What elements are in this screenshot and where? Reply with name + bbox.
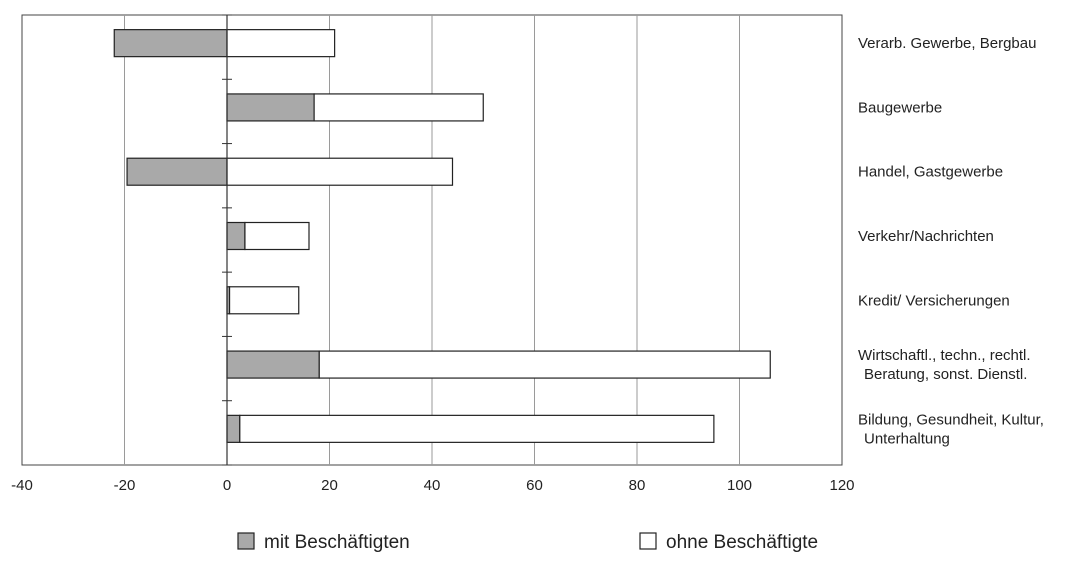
grid — [21, 14, 843, 466]
category-label: Bildung, Gesundheit, Kultur, Unterhaltung — [858, 411, 1044, 447]
bar-ohne-beschaeftigte — [226, 29, 336, 58]
bar-mit-beschaeftigten — [226, 414, 241, 443]
bar-mit-beschaeftigten — [226, 350, 320, 379]
x-tick-label: -20 — [114, 477, 136, 494]
category-labels: Verarb. Gewerbe, Bergbau Baugewerbe Handel… — [858, 35, 1044, 447]
category-label: Handel, Gastgewerbe — [858, 164, 1003, 181]
category-label-line: Bildung, Gesundheit, Kultur, — [858, 411, 1044, 428]
category-label-line: Wirtschaftl., techn., rechtl. — [858, 347, 1031, 364]
x-tick-label: 40 — [424, 477, 441, 494]
category-label-line: Beratung, sonst. Dienstl. — [864, 366, 1027, 383]
legend: mit Beschäftigten ohne Beschäftigte — [237, 532, 818, 553]
x-tick-label: 100 — [727, 477, 752, 494]
legend-swatch — [639, 532, 657, 550]
bar-ohne-beschaeftigte — [239, 414, 715, 443]
category-label-line: Handel, Gastgewerbe — [858, 164, 1003, 181]
bar-ohne-beschaeftigte — [244, 221, 310, 251]
legend-label: ohne Beschäftigte — [666, 532, 818, 553]
legend-label: mit Beschäftigten — [264, 532, 410, 553]
x-tick-label: -40 — [11, 477, 33, 494]
bar-mit-beschaeftigten — [113, 29, 228, 58]
x-tick-label: 60 — [526, 477, 543, 494]
category-label: Verarb. Gewerbe, Bergbau — [858, 35, 1036, 52]
bar-ohne-beschaeftigte — [313, 93, 484, 122]
category-label-line: Kredit/ Versicherungen — [858, 292, 1010, 309]
category-label: Baugewerbe — [858, 99, 942, 116]
bar-mit-beschaeftigten — [126, 157, 228, 186]
category-label-line: Verarb. Gewerbe, Bergbau — [858, 35, 1036, 52]
bar-ohne-beschaeftigte — [226, 157, 454, 186]
category-label-line: Unterhaltung — [864, 430, 950, 447]
category-label: Kredit/ Versicherungen — [858, 292, 1010, 309]
legend-swatch — [237, 532, 255, 550]
category-label: Verkehr/Nachrichten — [858, 228, 994, 245]
bars — [113, 29, 771, 443]
bar-mit-beschaeftigten — [226, 221, 246, 251]
bar-ohne-beschaeftigte — [318, 350, 771, 379]
category-label: Wirtschaftl., techn., rechtl. Beratung, s… — [858, 347, 1031, 383]
bar-mit-beschaeftigten — [226, 93, 315, 122]
x-tick-label: 0 — [223, 477, 231, 494]
bar-ohne-beschaeftigte — [228, 286, 300, 315]
axes: -40 -20 0 20 40 60 80 100 120 — [11, 14, 855, 494]
x-tick-label: 80 — [629, 477, 646, 494]
category-label-line: Baugewerbe — [858, 99, 942, 116]
x-tick-label: 120 — [829, 477, 854, 494]
x-tick-label: 20 — [321, 477, 338, 494]
category-label-line: Verkehr/Nachrichten — [858, 228, 994, 245]
